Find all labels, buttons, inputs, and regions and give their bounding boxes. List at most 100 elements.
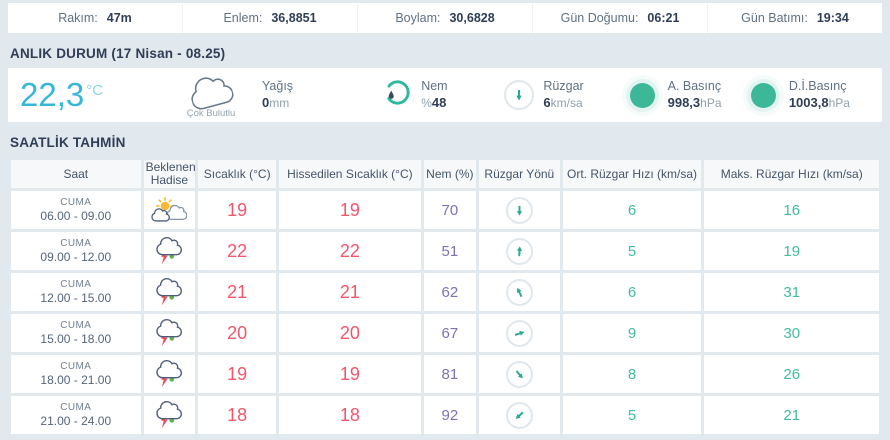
column-header-1: Beklenen Hadise — [143, 160, 196, 189]
humidity-cell: 62 — [423, 273, 477, 312]
wind-metric: Rüzgar 6km/sa — [504, 79, 625, 111]
precipitation-label: Yağış — [262, 79, 294, 94]
hourly-table-row: CUMA 21.00 - 24.00 18 18 92 5 21 — [11, 396, 879, 435]
time-cell: CUMA 09.00 - 12.00 — [11, 232, 141, 271]
day-label: CUMA — [60, 402, 92, 414]
precipitation-unit: mm — [269, 95, 290, 110]
condition-cell — [143, 232, 196, 271]
thunderstorm-rain-icon — [146, 358, 194, 390]
feels-like-cell: 22 — [279, 232, 421, 271]
thunderstorm-rain-icon — [156, 401, 183, 429]
temperature-unit: °C — [86, 82, 104, 99]
feels-like-cell: 18 — [279, 396, 421, 435]
hourly-table-row: CUMA 09.00 - 12.00 22 22 51 5 19 — [11, 232, 879, 271]
wind-direction-icon — [505, 360, 533, 388]
day-label: CUMA — [60, 279, 92, 291]
thunderstorm-rain-icon — [156, 278, 183, 306]
avg-wind-cell: 5 — [562, 232, 702, 271]
max-wind-cell: 26 — [704, 355, 879, 394]
sunset-stat: Gün Batımı: 19:34 — [707, 3, 882, 33]
wind-direction-cell — [479, 191, 560, 230]
avg-wind-cell: 9 — [562, 314, 702, 353]
time-range-label: 18.00 - 21.00 — [40, 373, 112, 388]
condition-cell — [143, 314, 196, 353]
precipitation-metric: Yağış 0mm — [262, 79, 383, 111]
latitude-label: Enlem: — [223, 11, 263, 25]
wind-label: Rüzgar — [543, 79, 584, 94]
time-cell: CUMA 18.00 - 21.00 — [11, 355, 141, 394]
max-wind-cell: 21 — [704, 396, 879, 435]
max-wind-cell: 19 — [704, 232, 879, 271]
wind-direction-cell — [479, 396, 560, 435]
pressure-dot-icon — [629, 82, 655, 108]
day-label: CUMA — [60, 238, 92, 250]
humidity-gauge-icon — [383, 78, 412, 112]
hourly-table-row: CUMA 18.00 - 21.00 19 19 81 8 26 — [11, 355, 879, 394]
condition-label: Çok Bulutlu — [186, 108, 236, 119]
temperature-value: 22,3 — [20, 76, 85, 113]
avg-wind-cell: 5 — [562, 396, 702, 435]
temperature-cell: 19 — [198, 191, 277, 230]
hourly-table-row: CUMA 15.00 - 18.00 20 20 67 9 30 — [11, 314, 879, 353]
hourly-forecast-title: SAATLİK TAHMİN — [10, 135, 126, 150]
hourly-forecast-table: Saat Beklenen Hadise Sıcaklık (°C) Hissedil… — [8, 157, 882, 437]
sea-level-pressure-value: 1003,8 — [788, 94, 829, 110]
sunrise-stat: Gün Doğumu: 06:21 — [532, 3, 707, 33]
hourly-table-body: CUMA 06.00 - 09.00 19 19 70 — [11, 191, 879, 435]
day-label: CUMA — [60, 361, 92, 373]
latitude-stat: Enlem: 36,8851 — [182, 3, 357, 33]
altitude-value: 47m — [106, 11, 132, 25]
current-temperature: 22,3 °C — [20, 76, 160, 114]
longitude-label: Boylam: — [395, 11, 441, 25]
temperature-cell: 20 — [198, 314, 277, 353]
actual-pressure-value: 998,3 — [667, 94, 701, 110]
actual-pressure-unit: hPa — [700, 95, 722, 110]
actual-pressure-metric: A. Basınç 998,3hPa — [626, 79, 747, 111]
thunderstorm-rain-icon — [146, 235, 194, 267]
temperature-cell: 18 — [198, 396, 277, 435]
altitude-stat: Rakım: 47m — [8, 3, 182, 33]
wind-direction-icon — [505, 401, 533, 429]
condition-cell — [143, 355, 196, 394]
avg-wind-cell: 6 — [562, 273, 702, 312]
longitude-stat: Boylam: 30,6828 — [357, 3, 532, 33]
altitude-label: Rakım: — [58, 11, 98, 25]
column-header-7: Maks. Rüzgar Hızı (km/sa) — [704, 160, 879, 189]
wind-value: 6 — [543, 94, 551, 110]
humidity-cell: 92 — [423, 396, 477, 435]
max-wind-cell: 30 — [704, 314, 879, 353]
hourly-table-row: CUMA 12.00 - 15.00 21 21 62 6 31 — [11, 273, 879, 312]
feels-like-cell: 19 — [279, 191, 421, 230]
current-conditions-title: ANLIK DURUM (17 Nisan - 08.25) — [10, 46, 880, 61]
temperature-cell: 22 — [198, 232, 277, 271]
column-header-5: Rüzgar Yönü — [479, 160, 560, 189]
cloudy-icon — [160, 75, 262, 110]
sunrise-value: 06:21 — [647, 11, 680, 25]
condition-cell — [143, 396, 196, 435]
sunrise-label: Gün Doğumu: — [560, 11, 639, 25]
day-label: CUMA — [60, 320, 92, 332]
feels-like-cell: 21 — [279, 273, 421, 312]
sea-level-pressure-metric: D.İ.Basınç 1003,8hPa — [747, 79, 868, 111]
thunderstorm-rain-icon — [156, 319, 183, 347]
humidity-cell: 81 — [423, 355, 477, 394]
time-range-label: 09.00 - 12.00 — [40, 250, 112, 265]
humidity-value: 48 — [431, 94, 447, 110]
wind-direction-cell — [479, 232, 560, 271]
wind-direction-icon — [505, 196, 533, 224]
current-title-datetime: (17 Nisan - 08.25) — [111, 46, 226, 61]
actual-pressure-label: A. Basınç — [667, 79, 722, 94]
feels-like-cell: 20 — [279, 314, 421, 353]
humidity-prefix: % — [421, 95, 432, 110]
wind-direction-icon — [505, 237, 533, 265]
current-title-text: ANLIK DURUM — [10, 46, 108, 61]
feels-like-cell: 19 — [279, 355, 421, 394]
humidity-cell: 67 — [423, 314, 477, 353]
condition-cell — [143, 191, 196, 230]
avg-wind-cell: 6 — [562, 191, 702, 230]
current-conditions-card: 22,3 °C Çok Bulutlu Yağış 0mm Nem — [8, 68, 882, 122]
wind-direction-icon — [505, 278, 533, 306]
precipitation-value: 0 — [262, 94, 270, 110]
humidity-cell: 70 — [423, 191, 477, 230]
sea-level-pressure-unit: hPa — [828, 95, 850, 110]
